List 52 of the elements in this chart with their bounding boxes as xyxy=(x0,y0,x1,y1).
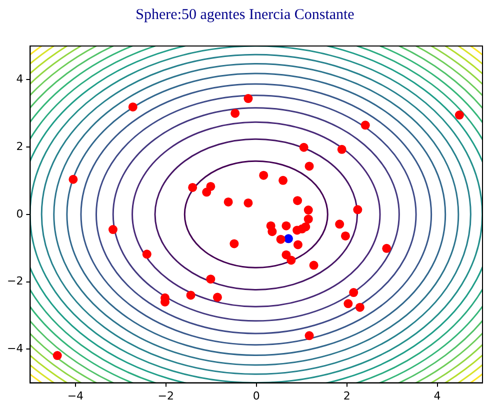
point xyxy=(212,292,222,302)
point xyxy=(259,170,268,180)
chart-title: Sphere:50 agentes Inercia Constante xyxy=(136,6,355,23)
point xyxy=(142,250,152,259)
point xyxy=(186,290,196,300)
point xyxy=(335,220,344,229)
point xyxy=(244,198,253,208)
point xyxy=(304,214,313,224)
y-tick-label: 4 xyxy=(16,72,24,86)
point xyxy=(293,240,302,250)
point xyxy=(68,174,78,184)
point xyxy=(298,224,307,234)
point xyxy=(382,244,392,253)
point xyxy=(108,225,118,234)
y-tick-label: −2 xyxy=(6,274,24,288)
point xyxy=(304,331,314,340)
point xyxy=(188,182,198,192)
point xyxy=(344,299,353,308)
point xyxy=(128,102,138,112)
point xyxy=(230,108,240,118)
x-tick-label: 0 xyxy=(252,389,260,402)
point xyxy=(268,227,277,236)
point xyxy=(299,142,308,152)
y-tick-label: 0 xyxy=(16,207,24,220)
point xyxy=(276,234,286,244)
point xyxy=(349,288,358,298)
point xyxy=(244,94,253,104)
point xyxy=(454,110,464,120)
x-tick-label: −4 xyxy=(67,389,84,402)
point xyxy=(340,231,350,240)
point xyxy=(206,274,216,284)
point xyxy=(337,144,346,154)
point xyxy=(360,120,370,130)
point xyxy=(52,351,62,360)
x-tick-label: 2 xyxy=(343,389,350,402)
y-tick-label: 2 xyxy=(16,140,24,153)
y-tick-label: −4 xyxy=(6,342,24,355)
point xyxy=(202,188,212,197)
point xyxy=(355,302,364,312)
point xyxy=(304,162,314,171)
point xyxy=(353,205,362,214)
point xyxy=(284,234,293,244)
x-tick-label: 4 xyxy=(434,389,441,402)
point xyxy=(309,260,318,270)
point xyxy=(224,197,233,206)
point xyxy=(278,176,288,185)
point xyxy=(282,221,291,230)
x-tick-label: −2 xyxy=(158,389,174,402)
point xyxy=(304,206,313,215)
point xyxy=(293,196,302,206)
point xyxy=(286,256,296,265)
point xyxy=(230,239,239,248)
